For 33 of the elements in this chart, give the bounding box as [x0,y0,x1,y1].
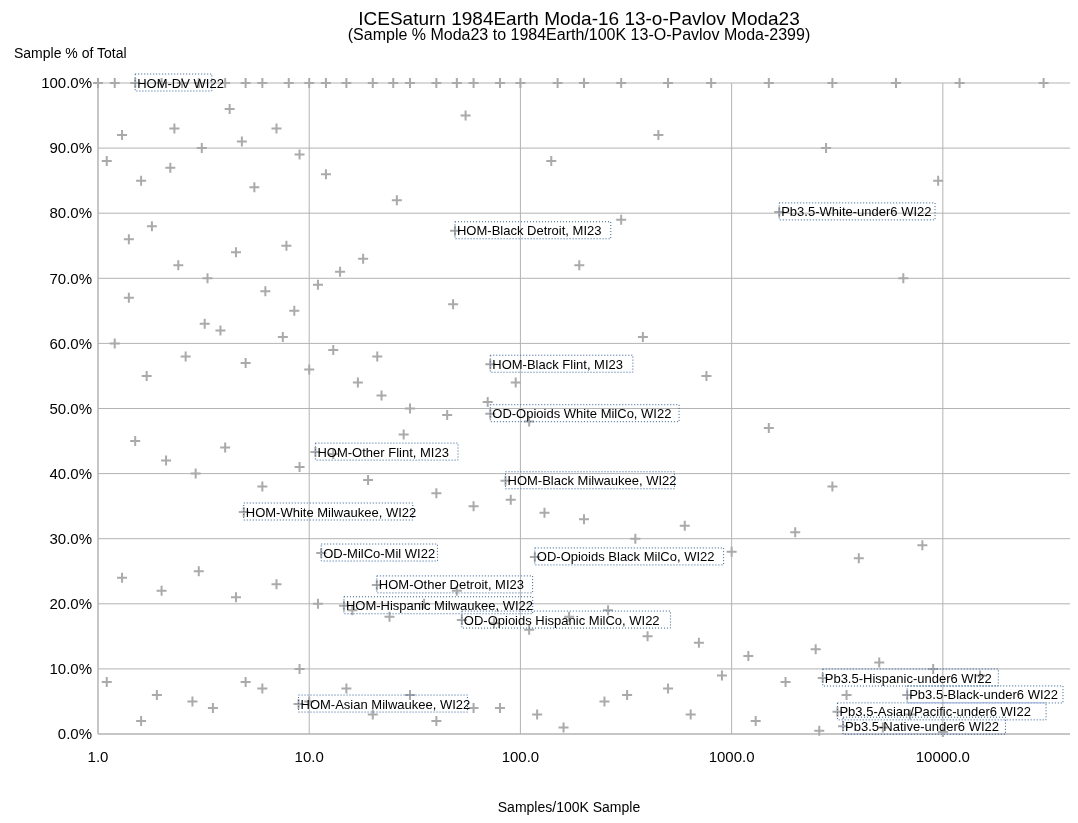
annotation: HOM-Black Flint, MI23 [492,356,624,372]
y-tick-label: 100.0% [41,74,92,92]
x-tick-label: 1000.0 [708,748,755,765]
annotation: HOM-Other Flint, MI23 [317,444,449,460]
chart-title: ICESaturn 1984Earth Moda-16 13-o-Pavlov Moda23 [358,8,800,29]
y-tick-label: 50.0% [49,399,92,417]
annotation: OD-Opioids Black MilCo, WI22 [536,549,715,565]
x-axis-title: Samples/100K Sample [497,799,641,815]
y-tick-label: 40.0% [49,464,92,482]
annotation: Pb3.5-Black-under6 WI22 [909,687,1059,703]
chart-subtitle: (Sample % Moda23 to 1984Earth/100K 13-O-Pavlov Moda-2399) [347,26,811,43]
x-tick-label: 10.0 [294,748,324,765]
y-tick-label: 70.0% [49,269,92,287]
annotation: Pb3.5-White-under6 WI22 [781,204,932,220]
annotation: HOM-Other Detroit, MI23 [378,577,525,593]
annotation: HOM-DV WI22 [137,75,224,91]
y-tick-label: 30.0% [49,529,92,547]
annotation: HOM-Black Detroit, MI23 [456,223,602,239]
y-tick-label: 20.0% [49,595,92,613]
y-tick-label: 60.0% [49,334,92,352]
x-tick-label: 1.0 [87,748,109,765]
annotation: OD-Opioids Hispanic MilCo, WI22 [463,612,660,628]
y-axis-title: Sample % of Total [14,45,127,61]
annotation: Pb3.5-Hispanic-under6 WI22 [824,670,992,686]
y-tick-label: 0.0% [57,725,92,743]
x-tick-label: 10000.0 [915,748,970,765]
annotation: OD-Opioids White MilCo, WI22 [492,406,672,422]
y-tick-label: 10.0% [49,660,92,678]
y-tick-label: 80.0% [49,204,92,222]
y-tick-label: 90.0% [49,139,92,157]
annotation: Pb3.5-Asian/Pacific-under6 WI22 [839,704,1031,720]
x-tick-label: 100.0 [501,748,540,765]
annotation: Pb3.5-Native-under6 WI22 [845,718,999,734]
